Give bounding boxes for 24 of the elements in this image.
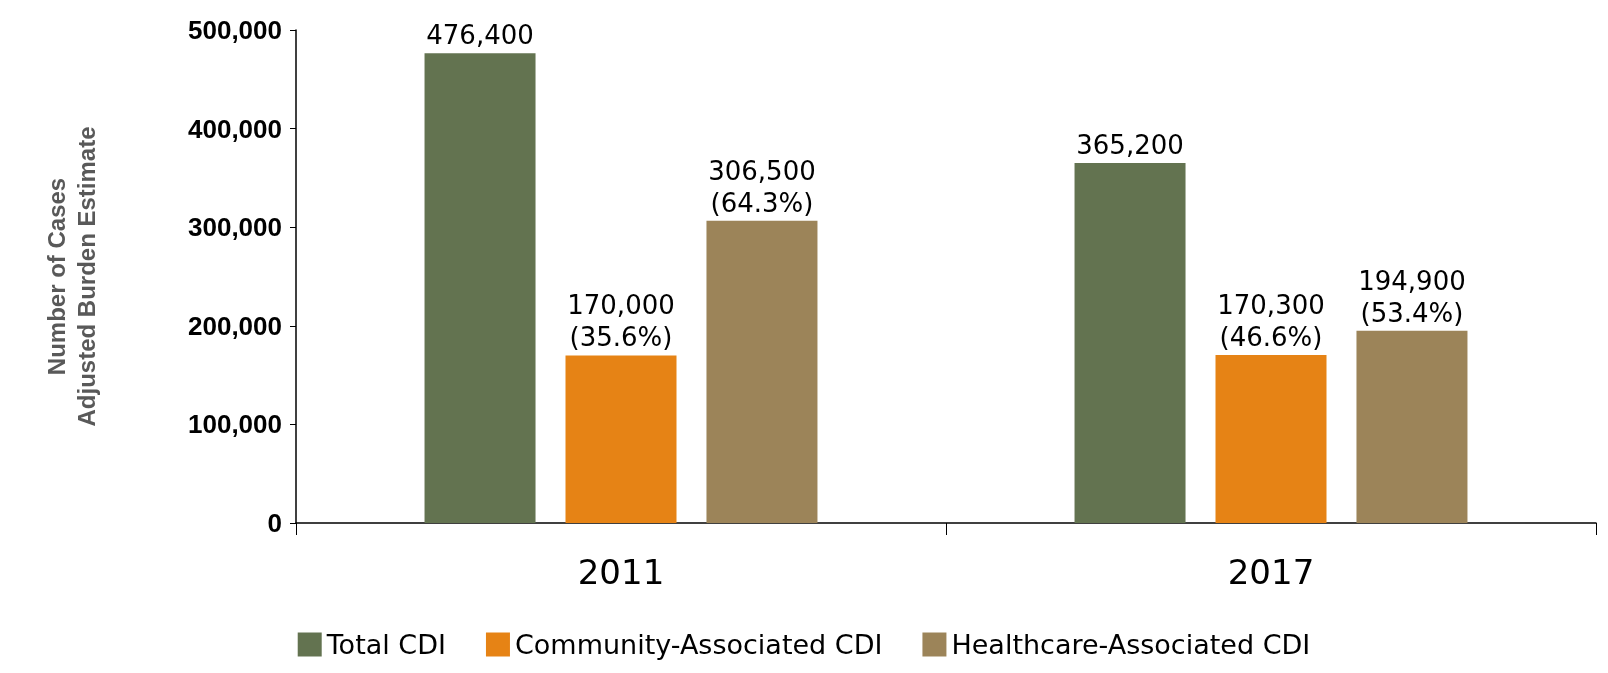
data-label: 476,400 — [426, 20, 534, 51]
data-label: 170,000 (35.6%) — [567, 290, 675, 353]
y-tick-label: 500,000 — [188, 15, 282, 45]
bar — [565, 355, 677, 523]
y-tick-label: 300,000 — [188, 212, 282, 243]
data-label: 306,500 (64.3%) — [708, 155, 816, 218]
data-label: 170,300 (46.6%) — [1217, 290, 1325, 353]
legend-label: Community-Associated CDI — [514, 629, 883, 660]
bar — [706, 220, 818, 523]
bar — [1074, 162, 1186, 523]
x-tick-label: 2017 — [1227, 552, 1315, 592]
bar — [1215, 355, 1327, 523]
y-tick-label: 0 — [267, 508, 282, 538]
data-label: 365,200 — [1076, 129, 1184, 160]
legend-label: Total CDI — [325, 629, 446, 660]
y-tick-label: 400,000 — [188, 113, 282, 144]
legend-label: Healthcare-Associated CDI — [951, 629, 1311, 660]
y-tick-label: 200,000 — [188, 310, 282, 341]
bar — [1356, 330, 1468, 523]
bar — [424, 53, 536, 523]
x-tick-label: 2011 — [577, 552, 665, 592]
data-label: 194,900 (53.4%) — [1358, 265, 1466, 328]
y-axis-title: Number of Cases Adjusted Burden Estimate — [42, 126, 100, 427]
y-tick-label: 100,000 — [188, 409, 282, 440]
